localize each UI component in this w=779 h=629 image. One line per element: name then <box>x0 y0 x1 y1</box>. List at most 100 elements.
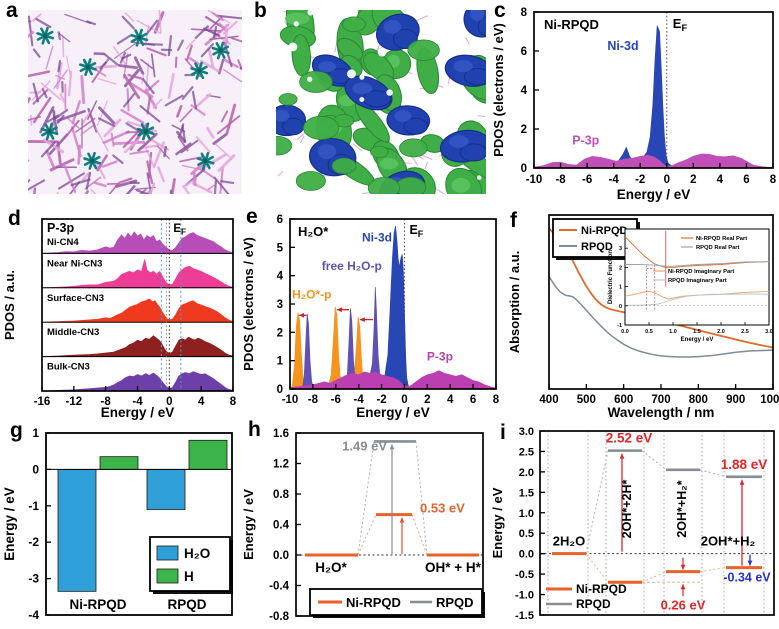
svg-text:Bulk-CN3: Bulk-CN3 <box>47 362 90 373</box>
svg-text:Ni-RPQD: Ni-RPQD <box>346 595 401 610</box>
svg-text:1.5: 1.5 <box>693 329 701 335</box>
svg-text:2: 2 <box>521 124 527 136</box>
svg-text:5: 5 <box>277 242 284 254</box>
svg-text:RPQD: RPQD <box>436 595 474 610</box>
svg-text:Ni-RPQD: Ni-RPQD <box>576 582 627 596</box>
svg-text:Energy / eV: Energy / eV <box>356 405 430 420</box>
svg-text:3: 3 <box>619 246 622 252</box>
svg-text:P-3p: P-3p <box>47 221 74 235</box>
svg-text:-10: -10 <box>526 174 543 186</box>
svg-text:-16: -16 <box>34 396 51 408</box>
panel-g-letter: g <box>10 419 23 442</box>
pdos-c-chart: -10 -8 -6 -4 -2 0 2 4 6 8 0 2 4 6 8 Energy / eV PDOS (el… <box>491 7 777 202</box>
svg-text:3.0: 3.0 <box>765 329 773 335</box>
panel-e: e -10 -8 -6 -4 -2 0 2 4 6 8 0 1 2 3 4 5 6 Energy / eV PDOS… <box>240 205 505 420</box>
svg-text:0.53 eV: 0.53 eV <box>420 501 465 516</box>
svg-text:-10: -10 <box>282 394 299 406</box>
svg-text:0: 0 <box>619 304 622 310</box>
reaction-energy-path-i-chart: 2.52 eV 1.88 eV -0.34 eV 0.26 eV 2H₂O 2OH*+2H… <box>490 426 775 622</box>
svg-text:2OH*+2H*: 2OH*+2H* <box>620 480 634 539</box>
svg-text:1: 1 <box>32 426 39 440</box>
svg-text:6: 6 <box>470 394 476 406</box>
svg-text:0: 0 <box>664 174 670 186</box>
svg-text:-12: -12 <box>66 396 83 408</box>
svg-text:-1: -1 <box>28 499 39 513</box>
svg-text:1.88 eV: 1.88 eV <box>721 457 768 472</box>
svg-text:4: 4 <box>521 85 528 97</box>
svg-text:0: 0 <box>166 396 172 408</box>
panel-c-letter: c <box>494 0 506 22</box>
svg-text:H₂O: H₂O <box>184 546 210 561</box>
svg-text:Ni-RPQD: Ni-RPQD <box>581 225 628 237</box>
svg-text:Ni-RPQD: Ni-RPQD <box>544 17 599 32</box>
svg-text:3: 3 <box>277 299 283 311</box>
svg-text:RPQD: RPQD <box>581 241 613 253</box>
panel-d: d P-3p EF Ni-CN4 Near Ni-CN3 Surface-CN3 Midd… <box>0 205 240 420</box>
svg-text:-1.0: -1.0 <box>515 590 534 602</box>
svg-text:0.26 eV: 0.26 eV <box>661 597 706 612</box>
svg-text:Energy / eV: Energy / eV <box>101 405 175 420</box>
svg-text:free H₂O-p: free H₂O-p <box>322 259 382 273</box>
panel-d-letter: d <box>8 207 21 230</box>
svg-text:1.6: 1.6 <box>273 428 289 440</box>
svg-text:2: 2 <box>619 265 622 271</box>
svg-text:-0.4: -0.4 <box>269 581 289 593</box>
svg-text:0: 0 <box>277 384 283 396</box>
svg-text:-0.8: -0.8 <box>269 611 289 623</box>
panel-c: c -10 -8 -6 -4 -2 0 2 4 6 8 0 2 4 6 8 Energy / eV PDOS (… <box>490 0 779 205</box>
panel-a: a <box>0 0 248 205</box>
svg-text:2H₂O: 2H₂O <box>553 534 586 549</box>
panel-f-letter: f <box>510 209 517 232</box>
svg-text:2: 2 <box>277 327 283 339</box>
svg-text:OH* + H*: OH* + H* <box>425 560 482 575</box>
panel-e-letter: e <box>246 205 258 228</box>
svg-text:Energy / eV: Energy / eV <box>241 489 256 560</box>
svg-text:2.52 eV: 2.52 eV <box>606 431 653 446</box>
svg-text:2: 2 <box>690 174 696 186</box>
panel-i: i 2.52 eV 1.88 eV -0.34 eV 0.26 eV 2H₂O 2OH*+… <box>490 419 779 629</box>
svg-text:-0.34 eV: -0.34 eV <box>723 571 771 585</box>
svg-text:700: 700 <box>651 394 670 406</box>
svg-text:H₂O*-p: H₂O*-p <box>292 287 331 301</box>
svg-text:0: 0 <box>521 163 527 175</box>
svg-text:2.0: 2.0 <box>717 329 725 335</box>
svg-text:0: 0 <box>32 462 39 476</box>
svg-text:-1.5: -1.5 <box>515 610 534 622</box>
svg-text:6: 6 <box>277 214 283 226</box>
svg-text:-2: -2 <box>635 174 645 186</box>
svg-text:800: 800 <box>689 394 708 406</box>
svg-text:Wavelength / nm: Wavelength / nm <box>608 405 715 420</box>
svg-text:1.2: 1.2 <box>273 459 289 471</box>
svg-text:-0.5: -0.5 <box>515 569 534 581</box>
svg-text:4: 4 <box>717 174 724 186</box>
svg-text:Ni-CN4: Ni-CN4 <box>47 237 79 248</box>
svg-text:Energy / eV: Energy / eV <box>2 487 17 561</box>
svg-text:1: 1 <box>619 285 622 291</box>
svg-text:-4: -4 <box>609 174 620 186</box>
svg-text:-8: -8 <box>555 174 566 186</box>
svg-text:2OH*+H₂*: 2OH*+H₂* <box>675 480 689 537</box>
svg-text:-6: -6 <box>582 174 592 186</box>
svg-text:0.5: 0.5 <box>645 329 653 335</box>
panel-b: b <box>248 0 490 205</box>
svg-text:8: 8 <box>521 7 528 19</box>
panel-f: f Ni-RPQD RPQD 0.0 0.5 1.0 1.5 2.0 2.5 3.0 -1 0 1 2 3… <box>505 205 779 420</box>
svg-text:4: 4 <box>447 394 454 406</box>
svg-text:2.0: 2.0 <box>519 467 534 479</box>
svg-text:8: 8 <box>493 394 500 406</box>
svg-text:2OH*+H₂: 2OH*+H₂ <box>701 534 756 549</box>
panel-a-letter: a <box>6 0 18 22</box>
isosurface-b-image <box>276 10 486 194</box>
svg-text:6: 6 <box>521 46 527 58</box>
svg-text:-4: -4 <box>354 394 365 406</box>
svg-text:1.5: 1.5 <box>519 487 534 499</box>
svg-text:Ni-RPQD: Ni-RPQD <box>70 597 127 612</box>
svg-text:Near Ni-CN3: Near Ni-CN3 <box>47 258 102 269</box>
svg-text:-8: -8 <box>308 394 319 406</box>
svg-text:8: 8 <box>230 396 237 408</box>
svg-text:-4: -4 <box>28 608 39 622</box>
svg-text:Ni-RPQD Real Part: Ni-RPQD Real Part <box>696 236 747 242</box>
svg-text:6: 6 <box>743 174 749 186</box>
svg-text:Energy / eV: Energy / eV <box>617 187 691 202</box>
